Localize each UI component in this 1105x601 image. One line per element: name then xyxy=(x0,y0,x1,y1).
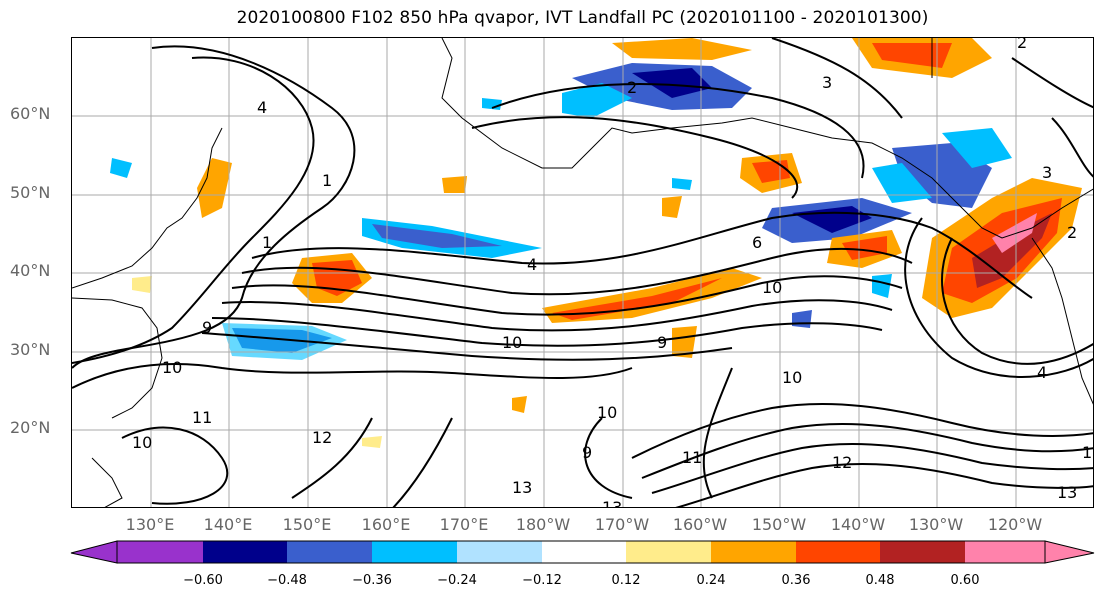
colorbar-tick: −0.48 xyxy=(267,573,307,588)
lon-label-150e: 150°E xyxy=(282,515,332,534)
colorbar-seg-1 xyxy=(117,541,203,563)
colorbar xyxy=(70,540,1095,564)
lon-label-160w: 160°W xyxy=(672,515,728,534)
map-panel: 4 1 2 3 4 6 1 10 9 10 9 10 10 11 12 13 1… xyxy=(71,37,1094,508)
svg-text:1: 1 xyxy=(262,233,272,252)
map-canvas: 4 1 2 3 4 6 1 10 9 10 9 10 10 11 12 13 1… xyxy=(72,38,1093,508)
colorbar-tick: −0.24 xyxy=(437,573,477,588)
svg-text:11: 11 xyxy=(682,448,702,467)
svg-text:1: 1 xyxy=(1082,443,1092,462)
colorbar-tick: −0.60 xyxy=(183,573,223,588)
lon-label-140w: 140°W xyxy=(830,515,886,534)
svg-text:13: 13 xyxy=(602,498,622,508)
lon-label-120w: 120°W xyxy=(987,515,1043,534)
colorbar-seg-10 xyxy=(880,541,965,563)
colorbar-tick: 0.24 xyxy=(696,573,726,588)
lon-label-130e: 130°E xyxy=(125,515,175,534)
colorbar-seg-7 xyxy=(626,541,711,563)
colorbar-tick: 0.60 xyxy=(950,573,980,588)
lon-label-170w: 170°W xyxy=(594,515,650,534)
svg-text:2: 2 xyxy=(627,78,637,97)
lat-label-40n: 40°N xyxy=(10,261,51,280)
lon-label-180w: 180°W xyxy=(515,515,571,534)
svg-text:13: 13 xyxy=(1057,483,1077,502)
colorbar-seg-11 xyxy=(965,541,1045,563)
contour-labels: 4 1 2 3 4 6 1 10 9 10 9 10 10 11 12 13 1… xyxy=(132,38,1092,508)
colorbar-seg-9 xyxy=(796,541,880,563)
colorbar-seg-4 xyxy=(372,541,457,563)
colorbar-tick: −0.12 xyxy=(522,573,562,588)
colorbar-seg-8 xyxy=(711,541,796,563)
svg-text:10: 10 xyxy=(762,278,782,297)
lon-label-140e: 140°E xyxy=(203,515,253,534)
svg-text:3: 3 xyxy=(1042,163,1052,182)
svg-text:11: 11 xyxy=(192,408,212,427)
svg-text:2: 2 xyxy=(1067,223,1077,242)
lon-label-170e: 170°E xyxy=(439,515,489,534)
lon-label-130w: 130°W xyxy=(908,515,964,534)
lat-label-20n: 20°N xyxy=(10,418,51,437)
graticule xyxy=(72,38,1093,507)
colorbar-seg-2 xyxy=(203,541,287,563)
svg-text:9: 9 xyxy=(582,443,592,462)
colorbar-extend-high xyxy=(1044,540,1095,564)
svg-text:4: 4 xyxy=(257,98,267,117)
svg-text:10: 10 xyxy=(132,433,152,452)
svg-text:3: 3 xyxy=(822,73,832,92)
svg-text:10: 10 xyxy=(162,358,182,377)
colorbar-seg-3 xyxy=(287,541,372,563)
svg-text:13: 13 xyxy=(512,478,532,497)
coastlines xyxy=(72,38,1093,507)
lon-label-160e: 160°E xyxy=(361,515,411,534)
lat-label-50n: 50°N xyxy=(10,183,51,202)
lat-label-30n: 30°N xyxy=(10,340,51,359)
colorbar-tick: 0.48 xyxy=(865,573,895,588)
svg-text:4: 4 xyxy=(527,255,537,274)
svg-text:12: 12 xyxy=(312,428,332,447)
colorbar-tick: 0.36 xyxy=(781,573,811,588)
svg-text:10: 10 xyxy=(782,368,802,387)
lat-label-60n: 60°N xyxy=(10,104,51,123)
lon-label-150w: 150°W xyxy=(751,515,807,534)
anomaly-shading xyxy=(110,63,1012,360)
colorbar-tick: −0.36 xyxy=(352,573,392,588)
colorbar-seg-6 xyxy=(542,541,626,563)
colorbar-tick: 0.12 xyxy=(611,573,641,588)
svg-text:1: 1 xyxy=(322,171,332,190)
map-title: 2020100800 F102 850 hPa qvapor, IVT Land… xyxy=(236,8,929,28)
svg-text:2: 2 xyxy=(1017,38,1027,52)
svg-text:12: 12 xyxy=(832,453,852,472)
svg-text:10: 10 xyxy=(597,403,617,422)
colorbar-seg-5 xyxy=(457,541,542,563)
colorbar-extend-low xyxy=(70,540,118,564)
svg-text:4: 4 xyxy=(1037,363,1047,382)
svg-text:9: 9 xyxy=(657,333,667,352)
svg-text:10: 10 xyxy=(502,333,522,352)
svg-text:9: 9 xyxy=(202,318,212,337)
ivt-contours xyxy=(72,38,1093,507)
svg-text:6: 6 xyxy=(752,233,762,252)
